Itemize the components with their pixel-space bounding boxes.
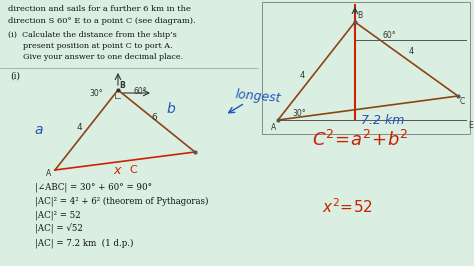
- Text: 60°: 60°: [383, 31, 397, 40]
- Text: B: B: [357, 11, 362, 20]
- Text: direction and sails for a further 6 km in the: direction and sails for a further 6 km i…: [8, 5, 191, 13]
- Text: 60°: 60°: [133, 86, 147, 95]
- Text: A: A: [46, 168, 52, 177]
- Text: |∠ABC| = 30° + 60° = 90°: |∠ABC| = 30° + 60° = 90°: [35, 182, 152, 192]
- Text: E: E: [468, 121, 473, 130]
- Text: $C^2\!=\!a^2\!+\!b^2$: $C^2\!=\!a^2\!+\!b^2$: [311, 130, 408, 150]
- Text: $x^2\!=\!52$: $x^2\!=\!52$: [322, 198, 374, 216]
- Text: a: a: [35, 123, 43, 137]
- Text: 30°: 30°: [89, 89, 103, 98]
- Text: 7.2 km: 7.2 km: [361, 114, 405, 127]
- Text: Give your answer to one decimal place.: Give your answer to one decimal place.: [8, 53, 183, 61]
- Text: x: x: [113, 164, 121, 177]
- Text: b: b: [166, 102, 175, 116]
- FancyBboxPatch shape: [262, 2, 470, 134]
- Text: 30°: 30°: [292, 110, 306, 118]
- Text: |AC|² = 4² + 6² (theorem of Pythagoras): |AC|² = 4² + 6² (theorem of Pythagoras): [35, 196, 209, 206]
- Text: present position at point C to port A.: present position at point C to port A.: [8, 42, 173, 50]
- Text: (i)  Calculate the distance from the ship’s: (i) Calculate the distance from the ship…: [8, 31, 177, 39]
- Text: longest: longest: [235, 88, 282, 105]
- Text: 6: 6: [152, 113, 157, 122]
- Text: |AC| = √52: |AC| = √52: [35, 224, 83, 234]
- Text: |AC|² = 52: |AC|² = 52: [35, 210, 81, 219]
- Text: C: C: [129, 165, 137, 175]
- Text: 4: 4: [77, 123, 82, 132]
- Text: 4: 4: [300, 70, 305, 80]
- Text: (i): (i): [10, 72, 20, 81]
- Text: C: C: [460, 97, 465, 106]
- Text: B: B: [119, 81, 125, 89]
- Text: 4: 4: [409, 47, 414, 56]
- Text: direction S 60° E to a point C (see diagram).: direction S 60° E to a point C (see diag…: [8, 17, 196, 25]
- Text: A: A: [271, 123, 276, 132]
- Text: |AC| = 7.2 km  (1 d.p.): |AC| = 7.2 km (1 d.p.): [35, 238, 134, 248]
